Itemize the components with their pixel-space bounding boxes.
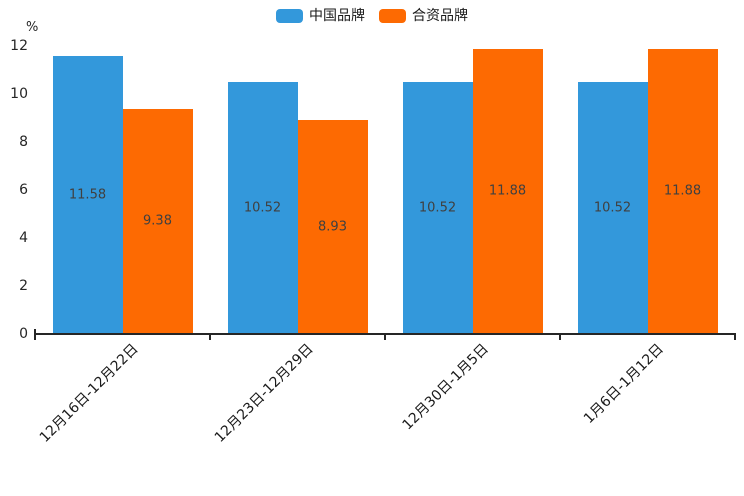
x-axis-tick [34,335,36,340]
legend-swatch-icon [276,9,303,23]
legend-label: 合资品牌 [412,8,468,24]
x-axis-tick [559,335,561,340]
bar-series-1-group-4[interactable]: 10.52 [577,81,648,334]
bar-value-label: 8.93 [318,219,347,235]
legend-item-series-1[interactable]: 中国品牌 [276,8,365,24]
bar-value-label: 10.52 [243,200,282,216]
x-axis-tick [209,335,211,340]
bar-series-2-group-1[interactable]: 9.38 [122,108,193,334]
bar-value-label: 11.58 [68,187,107,203]
bar-series-1-group-1[interactable]: 11.58 [52,56,123,334]
x-tick-label: 12月23日-12月29日 [211,341,317,446]
legend: 中国品牌 合资品牌 [0,8,744,24]
x-tick-label: 12月16日-12月22日 [36,341,142,446]
legend-swatch-icon [379,9,406,23]
plot-area: 11.58 9.38 10.52 8.93 10.52 11.88 10.52 11.88 [35,46,735,334]
y-tick-label: 12 [10,38,28,54]
y-axis-tick-labels: 0 2 4 6 8 10 12 [0,39,28,341]
legend-label: 中国品牌 [309,8,365,24]
x-axis-line [34,333,736,335]
bar-series-2-group-2[interactable]: 8.93 [297,119,368,334]
legend-item-series-2[interactable]: 合资品牌 [379,8,468,24]
bar-value-label: 10.52 [593,200,632,216]
x-axis-tick [384,335,386,340]
y-tick-label: 0 [19,326,28,342]
x-tick-label: 1月6日-1月12日 [580,341,667,427]
x-axis-start-cap [34,329,36,333]
bar-value-label: 9.38 [143,213,172,229]
y-tick-label: 6 [19,182,28,198]
bar-series-2-group-4[interactable]: 11.88 [647,48,718,334]
x-axis-tick [734,335,736,340]
bar-series-2-group-3[interactable]: 11.88 [472,48,543,334]
y-tick-label: 4 [19,230,28,246]
y-axis-unit-label: % [26,20,39,35]
bar-series-1-group-2[interactable]: 10.52 [227,81,298,334]
y-tick-label: 8 [19,134,28,150]
y-tick-label: 10 [10,86,28,102]
bar-value-label: 11.88 [663,183,702,199]
x-tick-label: 12月30日-1月5日 [399,341,492,434]
y-tick-label: 2 [19,278,28,294]
bar-value-label: 11.88 [488,183,527,199]
bar-value-label: 10.52 [418,200,457,216]
bar-series-1-group-3[interactable]: 10.52 [402,81,473,334]
